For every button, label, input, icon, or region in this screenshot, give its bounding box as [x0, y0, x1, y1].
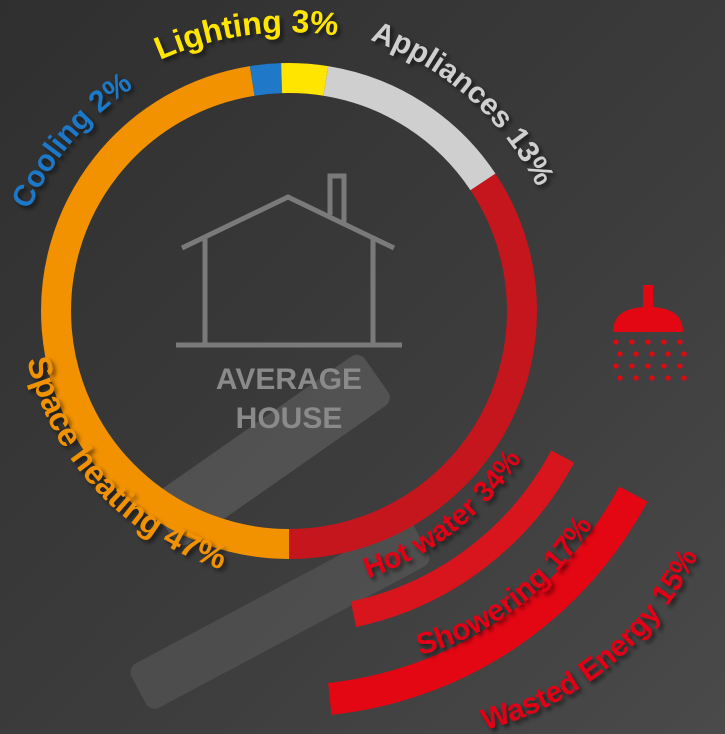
shower-drop [665, 375, 671, 381]
shower-drop [613, 363, 619, 369]
shower-drop [645, 339, 651, 345]
shower-drop [649, 351, 655, 357]
shower-drop [681, 375, 687, 381]
donut-slice-4 [288, 173, 537, 559]
shower-drop [633, 351, 639, 357]
donut-slice-1 [249, 63, 283, 96]
shower-drop [617, 351, 623, 357]
shower-drop [665, 351, 671, 357]
shower-drop [677, 339, 683, 345]
shower-drop [681, 351, 687, 357]
donut-slice-2 [281, 63, 329, 96]
shower-drop [677, 363, 683, 369]
breakdown-arc-1 [328, 486, 648, 715]
house-outline-icon [176, 173, 402, 348]
donut-slice-0 [41, 66, 290, 559]
center-label-line2: HOUSE [236, 402, 343, 435]
shower-drop [617, 375, 623, 381]
donut-slice-3 [323, 66, 496, 191]
shower-drop [629, 339, 635, 345]
shower-drop [613, 339, 619, 345]
shower-drop [661, 339, 667, 345]
shower-drop [661, 363, 667, 369]
center-label-line1: AVERAGE [216, 363, 362, 396]
shower-drop [629, 363, 635, 369]
background-texture [130, 354, 430, 709]
hot-water-breakdown-arcs [328, 450, 648, 715]
shower-drop [649, 375, 655, 381]
breakdown-arc-0 [350, 450, 575, 627]
shower-drop [633, 375, 639, 381]
shower-drop [645, 363, 651, 369]
donut-ring [41, 63, 537, 559]
shower-head-icon [613, 285, 687, 381]
